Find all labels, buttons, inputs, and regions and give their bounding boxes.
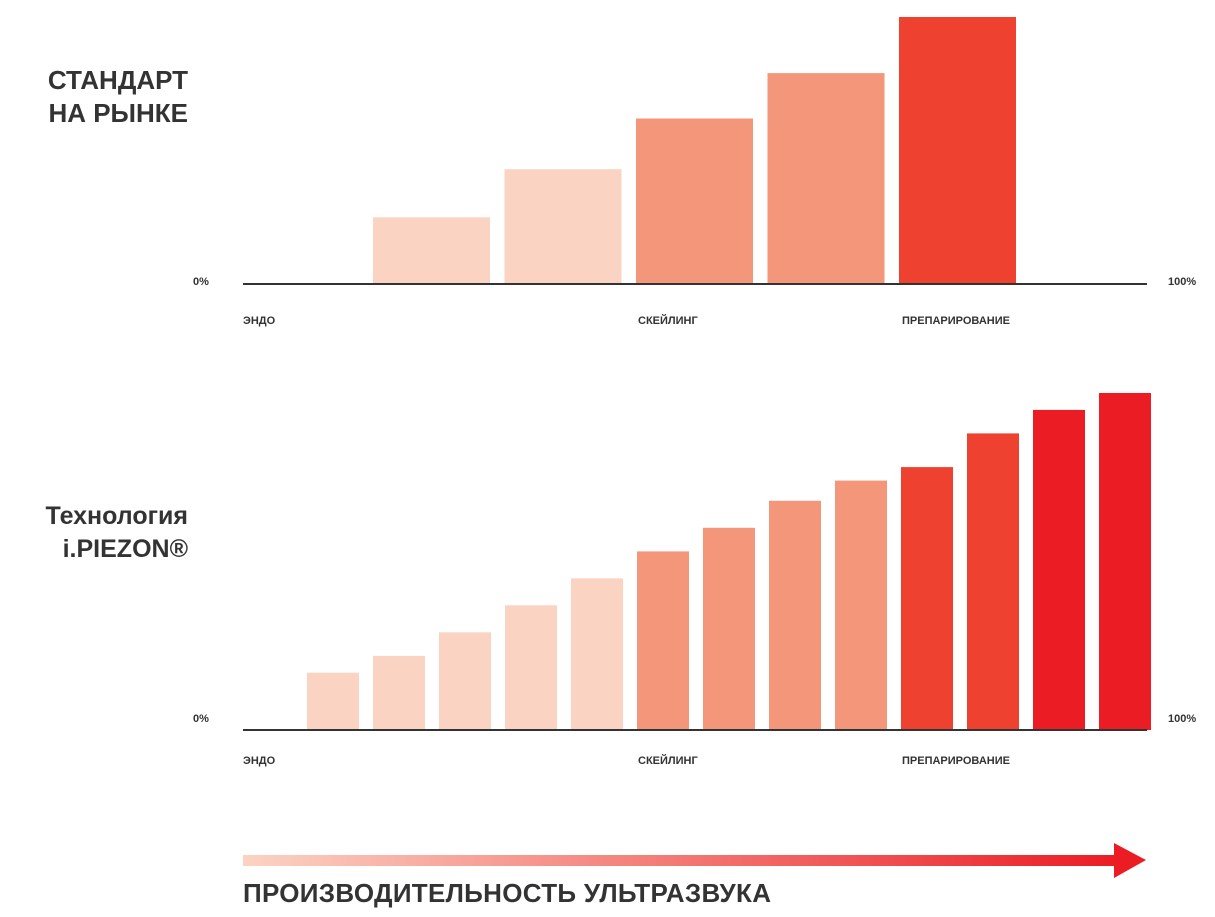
standard-tick-endo: ЭНДО bbox=[243, 315, 276, 327]
ultrasound-performance-label: ПРОИЗВОДИТЕЛЬНОСТЬ УЛЬТРАЗВУКА bbox=[243, 878, 772, 908]
piezon-bar-1 bbox=[307, 672, 359, 730]
piezon-title-line-2: i.PIEZON® bbox=[62, 535, 188, 563]
piezon-bar-13 bbox=[1099, 393, 1151, 730]
piezon-tick-endo: ЭНДО bbox=[243, 755, 276, 767]
standard-tick-scaling: СКЕЙЛИНГ bbox=[638, 314, 698, 327]
standard-title-line-1: СТАНДАРТ bbox=[47, 65, 188, 95]
piezon-bar-9 bbox=[835, 480, 887, 730]
standard-bar-1 bbox=[373, 217, 490, 285]
piezon-bar-4 bbox=[505, 605, 557, 730]
standard-zero-label: 0% bbox=[193, 276, 209, 288]
standard-title-line-2: НА РЫНКЕ bbox=[48, 98, 188, 128]
piezon-bar-6 bbox=[637, 551, 689, 730]
arrow-head bbox=[1114, 843, 1146, 878]
standard-bar-3 bbox=[636, 118, 753, 284]
piezon-bar-chart: 0% 100% ЭНДО СКЕЙЛИНГ ПРЕПАРИРОВАНИЕ bbox=[193, 393, 1196, 767]
piezon-bar-7 bbox=[703, 527, 755, 730]
standard-market-title: СТАНДАРТ НА РЫНКЕ bbox=[48, 64, 188, 130]
piezon-technology-title: Технология i.PIEZON® bbox=[46, 500, 188, 566]
standard-bar-5 bbox=[899, 17, 1016, 284]
standard-bar-2 bbox=[504, 169, 622, 284]
piezon-bar-11 bbox=[967, 433, 1019, 730]
piezon-bar-10 bbox=[901, 467, 953, 730]
piezon-hundred-label: 100% bbox=[1168, 713, 1196, 725]
piezon-bar-2 bbox=[373, 655, 425, 730]
performance-arrow bbox=[243, 843, 1146, 878]
piezon-tick-preparation: ПРЕПАРИРОВАНИЕ bbox=[902, 755, 1010, 767]
piezon-bar-5 bbox=[571, 578, 623, 731]
piezon-bar-12 bbox=[1033, 409, 1085, 730]
standard-tick-preparation: ПРЕПАРИРОВАНИЕ bbox=[902, 315, 1010, 327]
piezon-bars bbox=[307, 393, 1151, 731]
standard-bar-4 bbox=[767, 73, 885, 284]
standard-market-bar-chart: 0% 100% ЭНДО СКЕЙЛИНГ ПРЕПАРИРОВАНИЕ bbox=[193, 17, 1196, 327]
piezon-title-line-1: Технология bbox=[45, 502, 188, 530]
standard-hundred-label: 100% bbox=[1168, 276, 1196, 288]
arrow-shaft bbox=[243, 855, 1121, 866]
piezon-bar-8 bbox=[769, 500, 821, 730]
standard-bars bbox=[373, 17, 1016, 285]
piezon-bar-3 bbox=[439, 632, 491, 730]
piezon-tick-scaling: СКЕЙЛИНГ bbox=[638, 754, 698, 767]
piezon-zero-label: 0% bbox=[193, 713, 209, 725]
